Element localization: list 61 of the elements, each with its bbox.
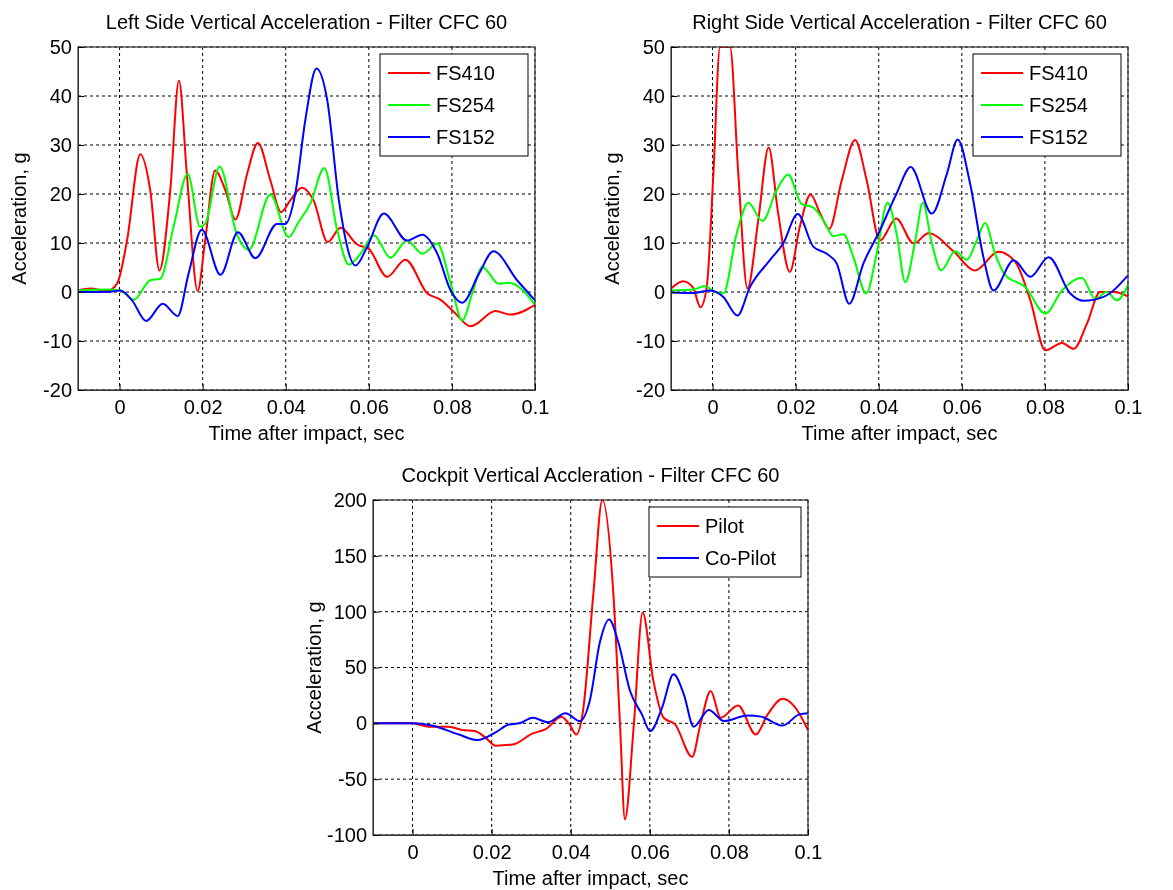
y-tick-label: -50 bbox=[338, 768, 367, 791]
y-tick-label: 40 bbox=[49, 84, 72, 107]
chart-title: Right Side Vertical Acceleration - Filter CFC 60 bbox=[692, 11, 1107, 33]
y-tick-label: 0 bbox=[355, 712, 367, 735]
legend-label: Pilot bbox=[705, 515, 745, 537]
line-series bbox=[671, 173, 1128, 315]
y-tick-label: 50 bbox=[642, 35, 665, 58]
legend-label: FS254 bbox=[436, 94, 495, 116]
y-tick-label: 50 bbox=[344, 656, 367, 679]
x-tick-label: 0 bbox=[407, 841, 419, 864]
x-tick-label: 0.06 bbox=[349, 396, 389, 419]
y-tick-label: -100 bbox=[326, 823, 367, 846]
y-tick-label: 100 bbox=[333, 600, 367, 623]
y-tick-label: 0 bbox=[653, 280, 665, 303]
chart-title: Cockpit Vertical Accleration - Filter CFC 60 bbox=[401, 464, 780, 486]
x-tick-label: 0.08 bbox=[432, 396, 472, 419]
y-tick-label: -10 bbox=[43, 329, 72, 352]
x-axis-title: Time after impact, sec bbox=[492, 867, 689, 889]
x-axis-title: Time after impact, sec bbox=[801, 422, 998, 444]
y-tick-label: 150 bbox=[333, 544, 367, 567]
y-tick-label: 40 bbox=[642, 84, 665, 107]
x-tick-label: 0.06 bbox=[630, 841, 670, 864]
x-tick-label: 0.02 bbox=[776, 396, 816, 419]
x-tick-label: 0.1 bbox=[521, 396, 550, 419]
legend-label: FS152 bbox=[436, 126, 495, 148]
x-tick-label: 0 bbox=[707, 396, 719, 419]
legend-label: Co-Pilot bbox=[705, 547, 777, 569]
legend-label: FS410 bbox=[436, 62, 495, 84]
y-tick-label: 20 bbox=[49, 182, 72, 205]
legend-label: FS254 bbox=[1029, 94, 1088, 116]
line-series bbox=[78, 165, 535, 322]
y-tick-label: 10 bbox=[642, 231, 665, 254]
x-tick-label: 0.02 bbox=[183, 396, 223, 419]
x-tick-label: 0.02 bbox=[472, 841, 512, 864]
legend-label: FS152 bbox=[1029, 126, 1088, 148]
y-tick-label: 10 bbox=[49, 231, 72, 254]
y-tick-label: -20 bbox=[636, 378, 665, 401]
y-tick-label: 200 bbox=[333, 488, 367, 511]
y-axis-title: Acceleration, g bbox=[8, 152, 30, 285]
chart-title: Left Side Vertical Acceleration - Filter CFC 60 bbox=[105, 11, 508, 33]
x-tick-label: 0.04 bbox=[859, 396, 899, 419]
y-tick-label: -20 bbox=[43, 378, 72, 401]
x-tick-label: 0 bbox=[114, 396, 126, 419]
line-series bbox=[373, 618, 808, 742]
y-tick-label: -10 bbox=[636, 329, 665, 352]
x-tick-label: 0.04 bbox=[551, 841, 591, 864]
x-tick-label: 0.04 bbox=[266, 396, 306, 419]
legend-label: FS410 bbox=[1029, 62, 1088, 84]
y-tick-label: 0 bbox=[60, 280, 72, 303]
x-tick-label: 0.08 bbox=[709, 841, 749, 864]
x-tick-label: 0.08 bbox=[1025, 396, 1065, 419]
x-tick-label: 0.06 bbox=[942, 396, 982, 419]
x-tick-label: 0.1 bbox=[1114, 396, 1143, 419]
y-tick-label: 20 bbox=[642, 182, 665, 205]
x-axis-title: Time after impact, sec bbox=[208, 422, 405, 444]
y-axis-title: Acceleration, g bbox=[601, 152, 623, 285]
y-tick-label: 50 bbox=[49, 35, 72, 58]
x-tick-label: 0.1 bbox=[794, 841, 823, 864]
y-axis-title: Acceleration, g bbox=[303, 601, 325, 734]
y-tick-label: 30 bbox=[642, 133, 665, 156]
y-tick-label: 30 bbox=[49, 133, 72, 156]
